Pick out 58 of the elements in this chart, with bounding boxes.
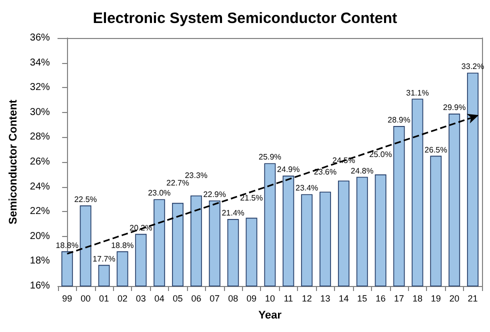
y-tick-label: 26%	[30, 156, 50, 168]
text: 22.5%	[74, 194, 97, 204]
x-tick-label: 18	[412, 294, 422, 304]
x-axis-title: Year	[258, 310, 282, 322]
y-axis-title: Semiconductor Content	[8, 99, 20, 224]
y-tick-label: 28%	[30, 132, 50, 143]
x-tick-label: 10	[264, 294, 275, 304]
x-tick-label: 00	[80, 294, 91, 304]
text: 26.5%	[424, 145, 448, 154]
x-tick-label: 08	[228, 294, 238, 304]
text: 17.7%	[92, 254, 116, 264]
x-tick-label: 02	[117, 294, 128, 304]
y-tick-label: 34%	[30, 57, 50, 68]
y-tick-label: 18%	[30, 256, 50, 267]
y-tick-label: 24%	[30, 181, 50, 192]
text: 23.0%	[148, 188, 171, 198]
x-tick-label: 21	[468, 294, 478, 304]
x-tick-label: 07	[210, 294, 220, 304]
y-tick-label: 16%	[30, 280, 50, 292]
text: 21.5%	[240, 193, 263, 202]
x-tick-label: 20	[449, 294, 460, 304]
text: 25.9%	[258, 152, 282, 162]
text: 23.6%	[314, 167, 337, 176]
x-tick-label: 06	[191, 294, 202, 304]
x-tick-label: 12	[302, 294, 312, 304]
text: 23.3%	[184, 170, 208, 180]
x-tick-label: 03	[136, 294, 146, 304]
x-tick-label: 01	[99, 294, 110, 304]
text: 18.8%	[56, 240, 78, 250]
y-tick-label: 36%	[30, 32, 50, 44]
x-tick-label: 19	[430, 294, 441, 304]
y-tick-label: 22%	[30, 206, 50, 218]
text: 22.9%	[203, 190, 226, 199]
y-tick-label: 32%	[30, 82, 50, 94]
text: 24.9%	[277, 165, 300, 174]
x-tick-label: 16	[376, 294, 386, 304]
x-tick-label: 05	[172, 294, 183, 304]
text: 25.0%	[369, 150, 392, 159]
text: 33.2%	[461, 62, 484, 72]
x-tick-label: 99	[62, 294, 72, 304]
text: 28.9%	[388, 116, 410, 125]
x-tick-label: 15	[357, 294, 368, 304]
y-tick-label: 20%	[30, 230, 50, 242]
text: 22.7%	[166, 178, 190, 188]
x-tick-label: 14	[338, 294, 349, 304]
x-tick-label: 11	[284, 294, 294, 304]
text: 23.4%	[295, 184, 318, 193]
text: 29.9%	[443, 103, 466, 112]
text: 24.8%	[350, 166, 374, 176]
text: 31.1%	[406, 88, 429, 98]
chart-title: Electronic System Semiconductor Content	[92, 10, 398, 27]
x-tick-label: 04	[154, 294, 164, 304]
text: 18.8%	[111, 240, 134, 250]
text: 21.4%	[222, 208, 244, 218]
x-tick-label: 09	[246, 294, 257, 304]
y-tick-label: 30%	[30, 106, 50, 118]
x-tick-label: 17	[394, 294, 404, 304]
x-tick-label: 13	[320, 294, 330, 304]
